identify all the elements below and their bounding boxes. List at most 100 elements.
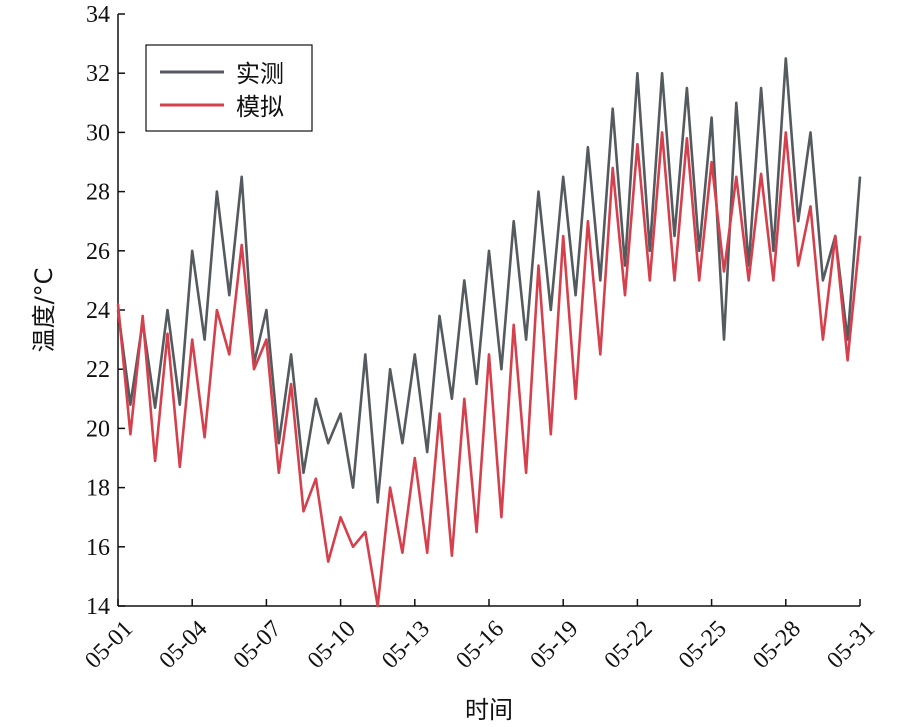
data-point: [587, 146, 589, 148]
y-tick-label: 22: [86, 357, 110, 383]
data-point: [599, 279, 601, 281]
data-point: [760, 87, 762, 89]
data-point: [488, 353, 490, 355]
data-point: [401, 552, 403, 554]
data-point: [142, 315, 144, 317]
y-axis-label: 温度/°C: [30, 268, 58, 353]
x-tick-label: 05-10: [303, 616, 361, 674]
data-point: [847, 359, 849, 361]
data-point: [414, 353, 416, 355]
data-point: [377, 501, 379, 503]
data-point: [204, 339, 206, 341]
data-point: [166, 333, 169, 335]
data-point: [315, 478, 317, 480]
data-point: [785, 131, 787, 133]
y-tick-label: 30: [86, 120, 110, 146]
data-point: [129, 433, 131, 435]
data-point: [772, 279, 775, 281]
data-point: [772, 250, 775, 252]
data-point: [711, 117, 713, 119]
data-point: [426, 451, 428, 453]
data-point: [352, 487, 354, 489]
data-point: [612, 108, 614, 110]
y-tick-label: 24: [86, 298, 110, 324]
x-tick-label: 05-04: [154, 616, 212, 674]
x-tick-label: 05-07: [229, 616, 287, 674]
legend-box: [145, 44, 313, 132]
x-tick-label: 05-01: [80, 616, 138, 674]
y-tick-label: 32: [86, 61, 110, 87]
data-point: [847, 339, 849, 341]
data-point: [859, 235, 861, 237]
data-point: [686, 87, 688, 89]
data-point: [476, 531, 478, 533]
data-point: [809, 205, 812, 207]
data-point: [278, 442, 280, 444]
data-point: [513, 324, 515, 326]
data-point: [290, 353, 292, 355]
data-point: [204, 436, 206, 438]
y-tick-label: 28: [86, 180, 110, 206]
x-tick-label: 05-19: [525, 616, 583, 674]
y-tick-label: 14: [86, 594, 110, 620]
x-tick-label: 05-13: [377, 616, 435, 674]
data-point: [797, 220, 799, 222]
data-point: [822, 339, 824, 341]
data-point: [537, 265, 540, 267]
x-tick-label: 05-16: [451, 616, 509, 674]
data-point: [228, 353, 230, 355]
data-point: [735, 102, 737, 104]
data-point: [340, 413, 342, 415]
data-point: [463, 398, 465, 400]
data-point: [463, 279, 465, 281]
data-point: [129, 404, 131, 406]
data-point: [327, 442, 329, 444]
data-point: [735, 176, 737, 178]
data-point: [636, 72, 639, 74]
data-point: [166, 309, 169, 311]
y-tick-label: 16: [86, 535, 110, 561]
data-point: [241, 244, 243, 246]
data-point: [525, 472, 527, 474]
data-point: [302, 472, 305, 474]
data-point: [599, 353, 601, 355]
data-point: [364, 531, 366, 533]
data-point: [216, 191, 218, 193]
data-point: [698, 250, 700, 252]
y-tick-label: 18: [86, 476, 110, 502]
data-point: [550, 433, 552, 435]
data-point: [315, 398, 317, 400]
x-tick-label: 05-28: [748, 616, 806, 674]
data-point: [377, 605, 379, 607]
data-point: [859, 176, 861, 178]
data-point: [711, 161, 713, 163]
data-point: [265, 309, 267, 311]
data-point: [809, 131, 812, 133]
legend: 实测 模拟: [145, 44, 313, 132]
data-point: [748, 265, 750, 267]
data-point: [760, 173, 762, 175]
data-point: [278, 472, 280, 474]
data-point: [364, 353, 366, 355]
data-point: [575, 398, 577, 400]
data-point: [352, 546, 354, 548]
data-point: [537, 191, 540, 193]
data-point: [661, 131, 663, 133]
data-point: [649, 279, 651, 281]
data-point: [216, 309, 218, 311]
data-point: [154, 407, 156, 409]
data-point: [191, 339, 193, 341]
data-point: [587, 220, 589, 222]
data-point: [451, 398, 453, 400]
data-point: [513, 220, 515, 222]
data-point: [612, 167, 614, 169]
data-point: [476, 383, 478, 385]
data-point: [302, 510, 305, 512]
series-line-simulated: [116, 131, 862, 608]
data-point: [624, 294, 626, 296]
data-point: [426, 552, 428, 554]
data-point: [624, 265, 626, 267]
data-point: [661, 72, 663, 74]
data-point: [451, 555, 453, 557]
